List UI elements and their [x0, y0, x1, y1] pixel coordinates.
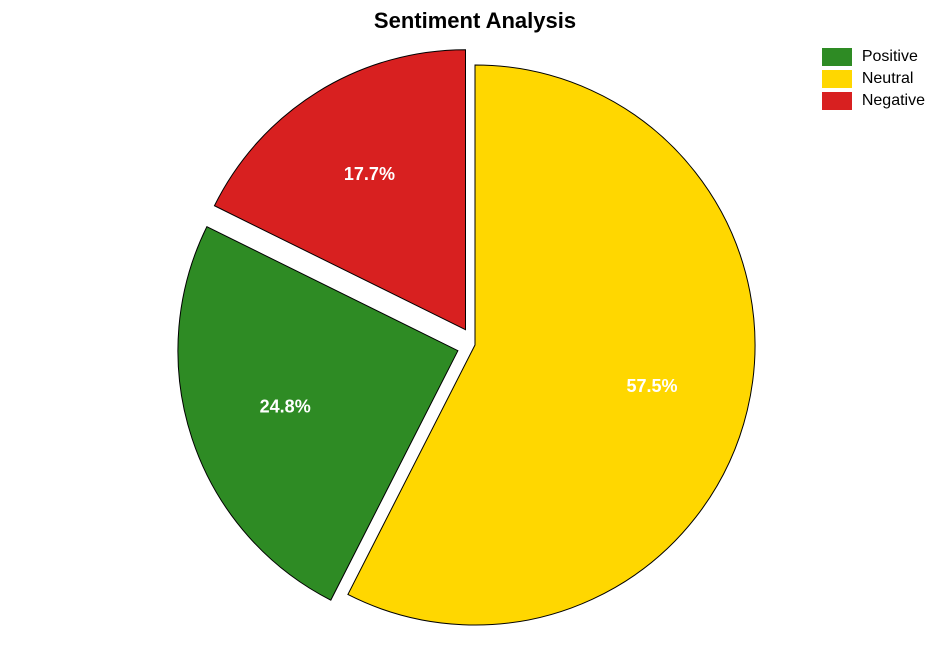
- slice-label-positive: 24.8%: [260, 397, 311, 417]
- legend-item-neutral: Neutral: [822, 70, 925, 88]
- legend: Positive Neutral Negative: [822, 48, 925, 114]
- slice-label-neutral: 57.5%: [626, 376, 677, 396]
- legend-swatch-negative: [822, 92, 852, 110]
- pie-chart: 57.5% 24.8% 17.7%: [0, 0, 950, 662]
- legend-item-positive: Positive: [822, 48, 925, 66]
- legend-swatch-neutral: [822, 70, 852, 88]
- legend-label: Negative: [862, 92, 925, 110]
- legend-item-negative: Negative: [822, 92, 925, 110]
- slice-label-negative: 17.7%: [344, 164, 395, 184]
- chart-container: Sentiment Analysis 57.5%24.8%17.7% Posit…: [0, 0, 950, 662]
- legend-label: Positive: [862, 48, 918, 66]
- legend-swatch-positive: [822, 48, 852, 66]
- legend-label: Neutral: [862, 70, 914, 88]
